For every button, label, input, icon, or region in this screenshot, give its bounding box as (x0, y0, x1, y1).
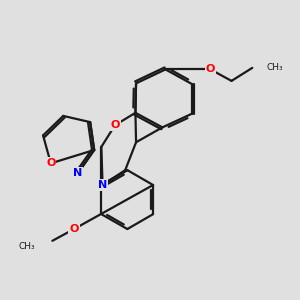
Text: O: O (206, 64, 215, 74)
Text: O: O (110, 120, 120, 130)
Text: O: O (69, 224, 79, 234)
Text: CH₃: CH₃ (267, 63, 284, 72)
Text: N: N (98, 180, 107, 190)
Text: O: O (46, 158, 56, 168)
Text: CH₃: CH₃ (19, 242, 35, 250)
Text: N: N (73, 168, 83, 178)
